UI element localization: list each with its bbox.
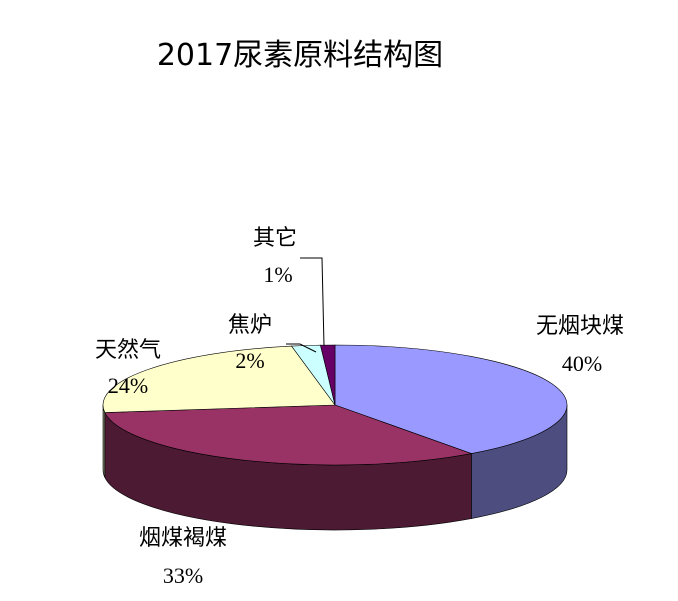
- slice-label: 天然气: [95, 337, 161, 362]
- value-label: 24%: [108, 373, 148, 398]
- leader-line: [300, 257, 325, 347]
- slice-label: 焦炉: [228, 312, 272, 337]
- slice: [104, 404, 473, 466]
- slice: [334, 344, 568, 454]
- value-label: 40%: [562, 351, 602, 376]
- slice-label: 其它: [253, 225, 297, 250]
- slice-label: 无烟块煤: [536, 313, 624, 338]
- slice: [102, 345, 336, 413]
- value-label: 33%: [163, 563, 203, 588]
- slice-label: 烟煤褐煤: [139, 525, 227, 550]
- value-label: 1%: [263, 262, 292, 287]
- slice: [320, 344, 336, 406]
- value-label: 2%: [235, 348, 264, 373]
- slice-side: [102, 404, 106, 478]
- chart-title: 2017尿素原料结构图: [157, 38, 443, 73]
- leader-line: [286, 343, 317, 353]
